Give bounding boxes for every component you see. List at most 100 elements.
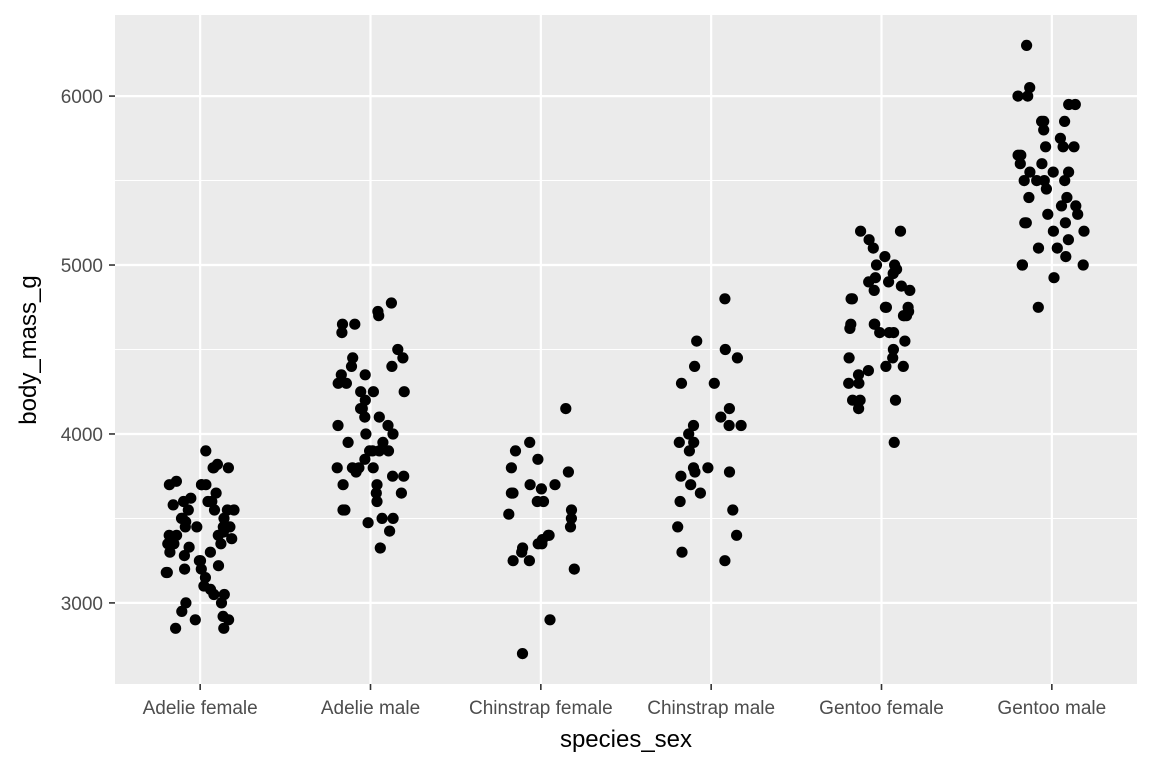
data-point: [355, 386, 367, 398]
data-point: [182, 504, 194, 516]
data-point: [212, 560, 225, 572]
data-point: [200, 445, 212, 457]
data-point: [562, 466, 575, 478]
data-point: [723, 466, 736, 478]
data-point: [565, 504, 578, 516]
data-point: [687, 419, 700, 432]
data-point: [1024, 82, 1036, 94]
data-point: [568, 563, 580, 575]
data-point: [1047, 166, 1059, 178]
data-point: [524, 479, 536, 491]
data-point: [1047, 225, 1059, 237]
x-tick-label: Chinstrap female: [469, 698, 613, 719]
data-point: [347, 352, 359, 364]
data-point: [1016, 259, 1028, 271]
data-point: [342, 436, 354, 448]
data-point: [200, 479, 212, 491]
data-point: [1048, 272, 1060, 284]
y-axis-title: body_mass_g: [15, 275, 42, 424]
data-point: [162, 538, 174, 550]
data-point: [367, 462, 379, 474]
data-point: [735, 419, 747, 432]
data-point: [719, 343, 731, 356]
data-point: [359, 394, 371, 406]
x-tick-label: Gentoo female: [819, 698, 944, 719]
data-point: [847, 394, 859, 406]
data-point: [544, 614, 556, 626]
data-point: [1059, 217, 1071, 229]
data-point: [385, 297, 397, 309]
data-point: [382, 419, 394, 432]
data-point: [350, 466, 362, 478]
data-point: [207, 462, 219, 474]
data-point: [843, 352, 855, 364]
data-point: [843, 377, 855, 389]
data-point: [212, 529, 224, 541]
data-point: [862, 365, 875, 377]
data-point: [1055, 200, 1068, 212]
data-point: [193, 555, 205, 567]
data-point: [715, 411, 727, 423]
data-point: [708, 377, 720, 389]
data-point: [702, 462, 714, 474]
data-point: [1070, 200, 1082, 212]
data-point: [560, 403, 572, 415]
data-point: [215, 597, 228, 609]
data-point: [1077, 259, 1089, 271]
data-point: [507, 487, 519, 499]
major-gridlines: [115, 15, 1137, 684]
data-point: [691, 335, 703, 347]
data-point: [161, 566, 173, 579]
data-point: [1040, 183, 1052, 195]
data-point: [171, 529, 183, 541]
data-point: [883, 327, 895, 339]
data-point: [887, 343, 900, 356]
data-point: [336, 327, 348, 339]
data-point: [170, 622, 182, 634]
data-point: [853, 403, 865, 415]
data-point: [1032, 242, 1045, 254]
data-point: [218, 512, 230, 525]
data-point: [523, 555, 536, 567]
data-point: [672, 521, 684, 533]
data-point: [1014, 158, 1026, 170]
data-point: [531, 495, 543, 508]
data-point: [1015, 149, 1027, 161]
data-point: [719, 293, 731, 305]
data-point: [215, 538, 227, 550]
data-point: [844, 322, 856, 334]
data-point: [852, 369, 865, 381]
data-point: [1060, 251, 1072, 263]
data-point: [874, 327, 886, 339]
data-point: [355, 403, 367, 415]
data-point: [1038, 124, 1050, 136]
data-point: [218, 622, 230, 634]
data-point: [371, 479, 383, 491]
data-point: [345, 360, 358, 372]
data-point: [164, 546, 176, 558]
data-point: [1038, 115, 1050, 127]
data-point: [176, 512, 189, 525]
data-point: [846, 293, 859, 305]
data-point: [1051, 242, 1063, 254]
data-point: [895, 280, 908, 292]
data-point: [1062, 234, 1074, 246]
data-point: [210, 487, 222, 499]
data-point: [516, 648, 529, 660]
data-point: [855, 225, 867, 237]
data-point: [880, 360, 892, 372]
data-point: [688, 436, 700, 448]
data-point: [524, 436, 536, 448]
data-point: [364, 445, 376, 457]
y-tick-label: 3000: [61, 594, 103, 615]
data-point: [179, 521, 191, 533]
data-point: [1019, 217, 1031, 229]
data-point: [387, 512, 399, 525]
data-point: [208, 504, 221, 516]
data-point: [1021, 39, 1033, 52]
data-point: [1059, 175, 1071, 187]
data-point: [674, 495, 686, 508]
data-point: [899, 335, 911, 347]
data-point: [387, 470, 399, 482]
data-point: [176, 605, 188, 618]
